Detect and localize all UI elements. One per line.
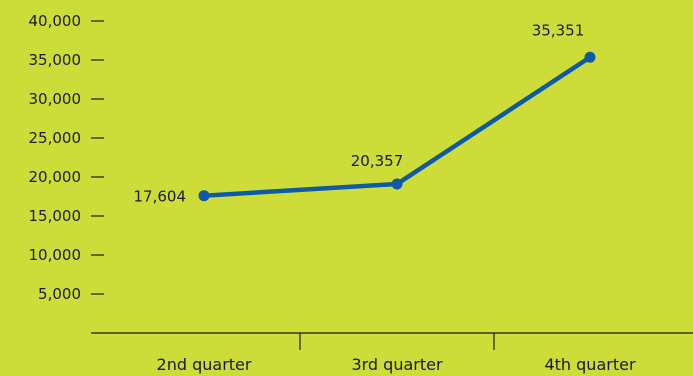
y-tick-label: 25,000 [29,129,82,147]
data-series: 17,604 20,357 35,351 [134,21,596,206]
data-point [391,178,403,190]
data-label: 35,351 [532,21,585,39]
y-tick-label: 35,000 [29,51,82,69]
data-label: 17,604 [134,188,187,206]
x-tick-label: 3rd quarter [351,355,443,374]
y-tick-label: 5,000 [38,285,81,303]
data-label: 20,357 [351,152,404,170]
data-point [584,51,596,63]
y-tick-label: 30,000 [29,90,82,108]
data-point [198,190,210,202]
x-axis: 2nd quarter 3rd quarter 4th quarter [91,332,693,374]
x-tick-label: 2nd quarter [157,355,252,374]
x-tick-label: 4th quarter [544,355,635,374]
y-tick-label: 15,000 [29,207,82,225]
y-axis: 40,000 35,000 30,000 25,000 20,000 15,000 10,0… [29,12,104,303]
y-tick-label: 40,000 [29,12,82,30]
y-tick-label: 10,000 [29,246,82,264]
y-tick-label: 20,000 [29,168,82,186]
